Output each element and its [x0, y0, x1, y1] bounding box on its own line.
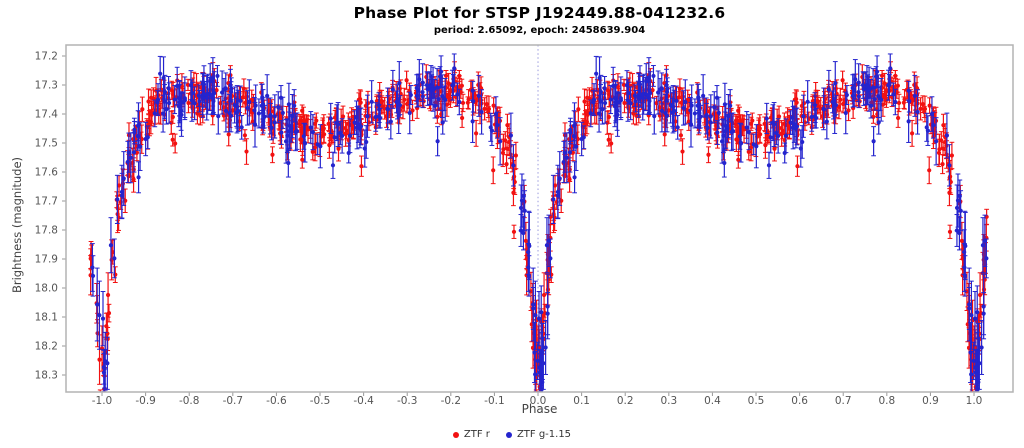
- svg-text:0.1: 0.1: [573, 395, 590, 407]
- svg-text:0.5: 0.5: [748, 395, 765, 407]
- svg-text:0.2: 0.2: [617, 395, 634, 407]
- svg-text:17.4: 17.4: [35, 108, 59, 120]
- svg-text:0.8: 0.8: [878, 395, 895, 407]
- svg-text:-0.7: -0.7: [223, 395, 244, 407]
- legend-label-ztf-g: ZTF g-1.15: [516, 429, 572, 440]
- svg-text:17.3: 17.3: [35, 79, 58, 91]
- svg-text:18.0: 18.0: [35, 283, 58, 295]
- svg-text:18.1: 18.1: [35, 312, 58, 324]
- legend-item-ztf-r: ZTF r: [452, 429, 490, 440]
- svg-text:-0.6: -0.6: [266, 395, 287, 407]
- chart-subtitle: period: 2.65092, epoch: 2458639.904: [433, 25, 646, 36]
- svg-text:0.4: 0.4: [704, 395, 721, 407]
- legend-label-ztf-r: ZTF r: [463, 429, 490, 440]
- plot-area: -1.0 -0.9 -0.8 -0.7 -0.6 -0.5 -0.4 -0.3 -0.2 -0.1…: [35, 44, 1014, 407]
- legend-item-ztf-g: ZTF g-1.15: [505, 429, 572, 440]
- svg-text:0.9: 0.9: [922, 395, 939, 407]
- svg-text:17.9: 17.9: [35, 254, 58, 266]
- svg-text:-1.0: -1.0: [92, 395, 113, 407]
- svg-text:-0.3: -0.3: [397, 395, 418, 407]
- svg-text:-0.8: -0.8: [179, 395, 200, 407]
- svg-text:18.2: 18.2: [35, 341, 58, 353]
- svg-text:17.5: 17.5: [35, 137, 58, 149]
- ztf-g-marker-icon: [505, 431, 512, 438]
- svg-text:17.7: 17.7: [35, 195, 58, 207]
- svg-text:1.0: 1.0: [966, 395, 983, 407]
- svg-text:-0.5: -0.5: [310, 395, 331, 407]
- svg-text:0.7: 0.7: [835, 395, 852, 407]
- chart-title: Phase Plot for STSP J192449.88-041232.6: [353, 4, 726, 22]
- svg-text:0.3: 0.3: [660, 395, 677, 407]
- svg-text:17.8: 17.8: [35, 224, 58, 236]
- svg-text:17.6: 17.6: [35, 166, 59, 178]
- svg-text:-0.9: -0.9: [135, 395, 156, 407]
- svg-text:17.2: 17.2: [35, 50, 58, 62]
- svg-text:18.3: 18.3: [35, 370, 58, 382]
- svg-text:0.6: 0.6: [791, 395, 808, 407]
- svg-text:-0.4: -0.4: [353, 395, 374, 407]
- ztf-r-marker-icon: [452, 431, 459, 438]
- svg-text:-0.2: -0.2: [441, 395, 462, 407]
- svg-text:-0.1: -0.1: [484, 395, 505, 407]
- x-axis-label: Phase: [521, 402, 558, 416]
- legend: ZTF r ZTF g-1.15: [0, 429, 1024, 440]
- svg-text:0.0: 0.0: [530, 395, 547, 407]
